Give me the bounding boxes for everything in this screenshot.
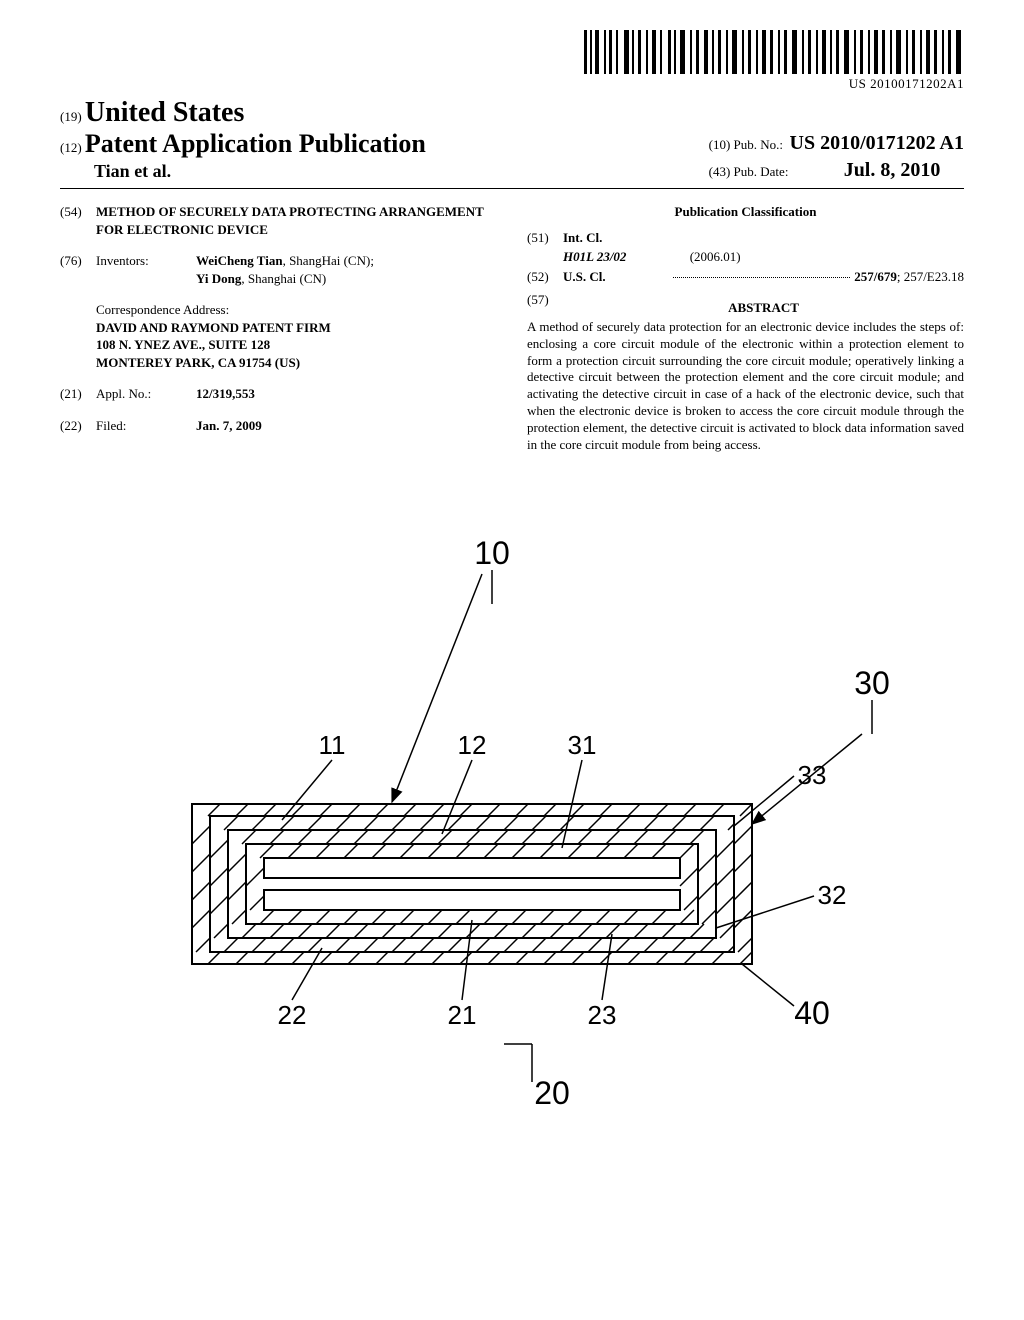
inventor-1-name: WeiCheng Tian	[196, 253, 283, 268]
left-column: (54) METHOD OF SECURELY DATA PROTECTING …	[60, 203, 497, 454]
code-76: (76)	[60, 252, 96, 287]
svg-text:11: 11	[319, 730, 346, 760]
header-right: (10) Pub. No.: US 2010/0171202 A1 (43) P…	[709, 132, 964, 182]
code-21: (21)	[60, 385, 96, 403]
classification-heading: Publication Classification	[527, 203, 964, 221]
code-10: (10)	[709, 137, 731, 152]
patent-figure: 10 11 12 31 30 33 32 40 22 21 23 20	[60, 504, 964, 1149]
pubno-label: Pub. No.:	[734, 137, 783, 152]
abstract-heading: ABSTRACT	[563, 299, 964, 317]
abstract-text: A method of securely data protection for…	[527, 319, 964, 454]
barcode-svg	[584, 30, 964, 74]
right-column: Publication Classification (51) Int. Cl.…	[527, 203, 964, 454]
svg-text:21: 21	[448, 1000, 477, 1030]
applno-label: Appl. No.:	[96, 385, 196, 403]
svg-text:32: 32	[818, 880, 847, 910]
inventors-list: WeiCheng Tian, ShangHai (CN); Yi Dong, S…	[196, 252, 497, 287]
header-left: (19) United States (12) Patent Applicati…	[60, 97, 426, 182]
intcl-label: Int. Cl.	[563, 229, 663, 247]
inventor-2-name: Yi Dong	[196, 271, 241, 286]
code-51: (51)	[527, 229, 563, 247]
barcode-region: US 20100171202A1	[60, 30, 964, 93]
publication-type: Patent Application Publication	[85, 129, 426, 158]
invention-title: METHOD OF SECURELY DATA PROTECTING ARRAN…	[96, 203, 497, 238]
svg-text:31: 31	[568, 730, 597, 760]
document-header: (19) United States (12) Patent Applicati…	[60, 97, 964, 189]
svg-text:12: 12	[458, 730, 487, 760]
code-22: (22)	[60, 417, 96, 435]
inventor-2-loc: , Shanghai (CN)	[241, 271, 326, 286]
code-57: (57)	[527, 291, 563, 317]
uscl-main: 257/679	[854, 269, 897, 284]
svg-text:33: 33	[798, 760, 827, 790]
uscl-codes: 257/679; 257/E23.18	[854, 268, 964, 286]
pubdate-label: Pub. Date:	[734, 164, 789, 179]
code-54: (54)	[60, 203, 96, 238]
code-19: (19)	[60, 109, 82, 124]
intcl-code: H01L 23/02	[563, 249, 626, 264]
inventor-1-loc: , ShangHai (CN);	[283, 253, 374, 268]
bibliographic-data: (54) METHOD OF SECURELY DATA PROTECTING …	[60, 203, 964, 454]
code-43: (43)	[709, 164, 731, 179]
pubdate-value: Jul. 8, 2010	[844, 159, 941, 181]
filed-value: Jan. 7, 2009	[196, 418, 262, 433]
applno-value: 12/319,553	[196, 386, 255, 401]
barcode: US 20100171202A1	[584, 30, 964, 92]
svg-text:23: 23	[588, 1000, 617, 1030]
correspondence-addr1: 108 N. YNEZ AVE., SUITE 128	[96, 336, 497, 354]
svg-text:22: 22	[278, 1000, 307, 1030]
authors: Tian et al.	[94, 161, 426, 182]
uscl-label: U.S. Cl.	[563, 268, 663, 286]
patent-figure-svg: 10 11 12 31 30 33 32 40 22 21 23 20	[92, 504, 932, 1144]
inventors-label: Inventors:	[96, 252, 196, 287]
intcl-date: (2006.01)	[690, 249, 741, 264]
correspondence-label: Correspondence Address:	[96, 301, 497, 319]
code-12: (12)	[60, 140, 82, 155]
svg-text:30: 30	[854, 665, 890, 701]
correspondence-address: Correspondence Address: DAVID AND RAYMON…	[96, 301, 497, 371]
barcode-number: US 20100171202A1	[584, 76, 964, 92]
svg-text:20: 20	[534, 1075, 570, 1111]
correspondence-addr2: MONTEREY PARK, CA 91754 (US)	[96, 354, 497, 372]
country-name: United States	[85, 97, 244, 128]
svg-text:10: 10	[474, 535, 510, 571]
uscl-rest: ; 257/E23.18	[897, 269, 964, 284]
correspondence-firm: DAVID AND RAYMOND PATENT FIRM	[96, 319, 497, 337]
code-52: (52)	[527, 268, 563, 286]
svg-text:40: 40	[794, 995, 830, 1031]
pubno-value: US 2010/0171202 A1	[790, 132, 964, 154]
dotted-leader	[673, 277, 850, 278]
filed-label: Filed:	[96, 417, 196, 435]
